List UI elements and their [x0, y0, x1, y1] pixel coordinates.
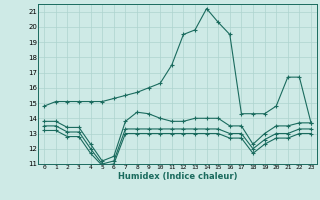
- X-axis label: Humidex (Indice chaleur): Humidex (Indice chaleur): [118, 172, 237, 181]
